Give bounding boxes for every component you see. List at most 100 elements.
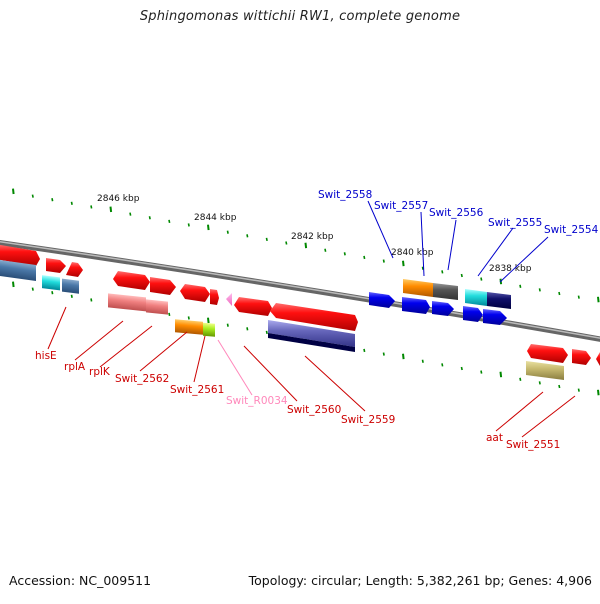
gene-arrow[interactable] [66,262,83,277]
genome-summary-text: Topology: circular; Length: 5,382,261 bp… [248,573,592,588]
minor-tick [363,255,366,260]
gene-arrow[interactable] [0,244,40,266]
gene-arrow[interactable] [596,352,600,366]
minor-tick [31,287,34,291]
gene-2562-cluster[interactable] [175,284,232,337]
major-tick [499,371,503,378]
gene-block[interactable] [42,275,60,291]
gene-arrow[interactable] [180,284,210,302]
gene-arrow[interactable] [402,297,430,314]
gene-block[interactable] [487,292,511,309]
gene-hisE-cluster[interactable] [0,244,83,294]
bottom-leader-lines [47,306,576,438]
gene-label-Swit_2555[interactable]: Swit_2555 [488,217,542,229]
gene-label-aat[interactable]: aat [486,432,503,444]
minor-tick [168,312,171,317]
gene-label-Swit_2558[interactable]: Swit_2558 [318,189,372,201]
gene-arrow[interactable] [210,289,219,305]
gene-2559-2560-cluster[interactable] [234,297,358,352]
gene-arrow[interactable] [234,297,272,316]
minor-tick [90,298,93,302]
gene-arrow[interactable] [270,303,358,331]
minor-tick [265,330,268,335]
gene-label-Swit_R0034[interactable]: Swit_R0034 [226,395,288,407]
major-tick [304,242,308,249]
minor-tick [51,198,54,202]
gene-block[interactable] [203,322,215,337]
minor-tick [226,230,229,234]
scale-label-2838: 2838 kbp [489,264,532,274]
minor-tick [382,352,385,356]
minor-tick [519,284,522,288]
gene-block[interactable] [433,283,458,300]
genome-backbone [0,239,600,342]
minor-tick [441,363,444,367]
gene-aat-cluster[interactable] [526,344,600,380]
gene-arrow[interactable] [572,349,591,365]
gene-block[interactable] [108,293,146,312]
gene-block[interactable] [175,319,203,335]
gene-label-Swit_2554[interactable]: Swit_2554 [544,224,599,236]
gene-label-Swit_2562[interactable]: Swit_2562 [115,373,169,385]
gene-R0034-marker[interactable] [226,293,232,306]
minor-tick [441,270,444,274]
gene-2554-2558-cluster[interactable] [369,279,511,325]
minor-tick [460,366,463,371]
gene-block[interactable] [146,299,168,315]
gene-label-rplA[interactable]: rplA [64,361,86,373]
minor-tick [538,381,541,385]
gene-arrow[interactable] [463,306,483,322]
gene-arrow[interactable] [369,292,395,308]
genome-title: Sphingomonas wittichii RW1, complete gen… [139,9,461,24]
minor-tick [70,294,73,298]
gene-block[interactable] [268,320,355,347]
minor-tick [246,234,249,238]
gene-label-hisE[interactable]: hisE [35,350,57,362]
genome-backbone-highlight [0,240,600,339]
major-tick [402,353,405,360]
minor-tick [363,348,366,353]
minor-tick [558,384,561,389]
minor-tick [519,377,522,381]
minor-tick [324,248,327,252]
gene-arrow[interactable] [483,309,507,325]
gene-arrow[interactable] [46,258,66,273]
top-leader-lines [367,200,549,283]
scale-ticks-outer [12,188,600,303]
minor-tick [226,323,229,327]
gene-block[interactable] [62,278,79,294]
minor-tick [148,216,151,220]
gene-label-Swit_2559[interactable]: Swit_2559 [341,414,395,426]
minor-tick [129,212,132,216]
gene-label-Swit_2556[interactable]: Swit_2556 [429,207,484,219]
minor-tick [168,219,171,224]
gene-label-Swit_2561[interactable]: Swit_2561 [170,384,224,396]
gene-arrow[interactable] [113,271,150,290]
major-tick [597,389,600,396]
gene-arrow[interactable] [432,301,454,316]
gene-label-rplK[interactable]: rplK [89,366,111,378]
minor-tick [558,291,561,296]
gene-block[interactable] [465,289,487,306]
gene-arrow[interactable] [150,277,176,295]
minor-tick [382,259,385,263]
gene-block[interactable] [268,333,355,352]
gene-block[interactable] [526,361,564,380]
minor-tick [70,201,73,205]
accession-text: Accession: NC_009511 [9,573,152,588]
minor-tick [265,237,268,242]
gene-block[interactable] [0,259,36,282]
minor-tick [460,273,463,278]
minor-tick [577,388,580,392]
minor-tick [480,277,483,281]
gene-rpl-cluster[interactable] [108,271,176,315]
gene-label-Swit_2560[interactable]: Swit_2560 [287,404,341,416]
major-tick [12,188,15,195]
gene-arrow[interactable] [527,344,568,363]
gene-block[interactable] [403,279,433,297]
gene-label-Swit_2557[interactable]: Swit_2557 [374,200,428,212]
scale-label-2846: 2846 kbp [97,194,140,204]
gene-label-Swit_2551[interactable]: Swit_2551 [506,439,560,451]
